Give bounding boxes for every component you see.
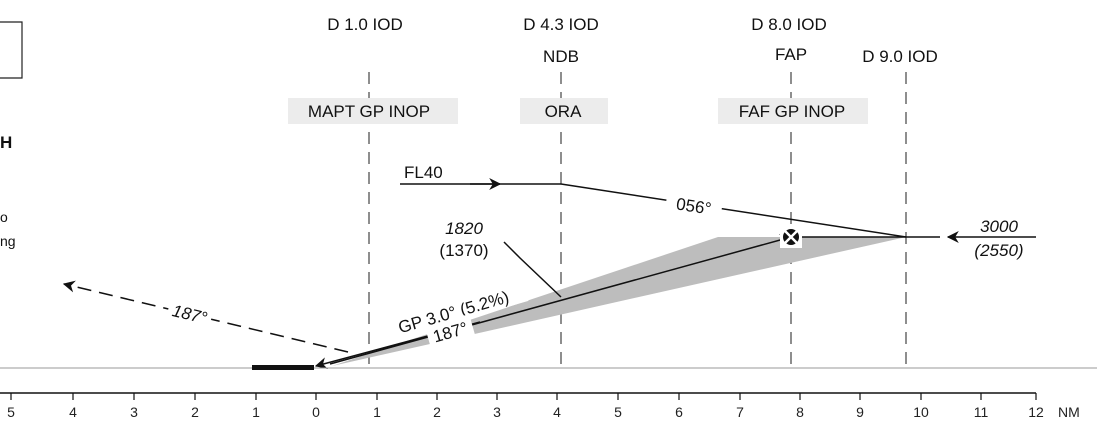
entry-height: (2550) [974, 241, 1023, 260]
scale-label: 3 [493, 404, 501, 420]
missed-approach-track [62, 280, 349, 353]
fix-label-faf: FAF GP INOP [739, 102, 845, 121]
scale-label: 2 [191, 404, 199, 420]
fix-label-ora: ORA [545, 102, 583, 121]
scale-label: 8 [796, 404, 804, 420]
fix-label-fap: FAP [775, 45, 807, 64]
scale-label: 12 [1028, 404, 1044, 420]
inbound-course-label: 056° [675, 194, 713, 218]
scale-label: 4 [69, 404, 77, 420]
scale-unit: NM [1058, 404, 1080, 420]
fix-label-d8: D 8.0 IOD [751, 15, 827, 34]
glidepath-obstacle-area [332, 237, 906, 366]
entry-altitude: 3000 [980, 217, 1018, 236]
fix-label-mapt: MAPT GP INOP [308, 102, 430, 121]
inbound-descent-line [560, 183, 907, 238]
scale-label: 5 [7, 404, 15, 420]
cropped-small-digit: o [0, 209, 8, 225]
fap-cross-icon [780, 226, 802, 248]
scale-label: 7 [736, 404, 744, 420]
check-height: (1370) [439, 241, 488, 260]
scale-label: 0 [312, 404, 320, 420]
fl40-label: FL40 [404, 163, 443, 182]
scale-label: 5 [614, 404, 622, 420]
fix-label-d1: D 1.0 IOD [327, 15, 403, 34]
cropped-box [0, 21, 23, 79]
glidepath-line [329, 234, 793, 365]
scale-label: 1 [373, 404, 381, 420]
runway [252, 365, 314, 370]
check-altitude-leader [503, 241, 562, 298]
scale-label: 9 [856, 404, 864, 420]
fix-label-d43: D 4.3 IOD [523, 15, 599, 34]
fix-label-ndb: NDB [543, 47, 579, 66]
cropped-small-text: ng [0, 233, 16, 249]
scale-label: 2 [433, 404, 441, 420]
check-altitude: 1820 [445, 219, 483, 238]
scale-label: 6 [675, 404, 683, 420]
cropped-bold-text: H [0, 133, 12, 152]
scale-label: 11 [974, 404, 989, 420]
fix-label-d9: D 9.0 IOD [862, 47, 938, 66]
scale-ticks [10, 393, 1037, 400]
scale-label: 4 [553, 404, 561, 420]
scale-labels: 5 4 3 2 1 0 1 2 3 4 5 6 7 8 9 10 11 12 [7, 404, 1044, 420]
scale-label: 3 [130, 404, 138, 420]
scale-label: 10 [913, 404, 929, 420]
scale-label: 1 [252, 404, 260, 420]
